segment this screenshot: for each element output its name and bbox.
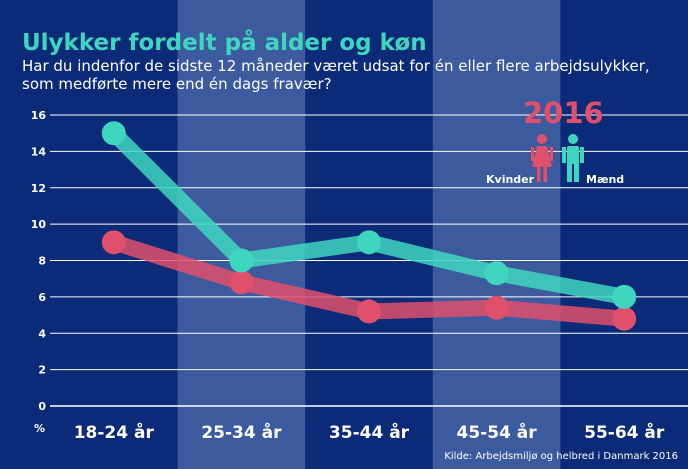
chart-subtitle: Har du indenfor de sidste 12 måneder vær… [22, 57, 650, 93]
y-tick-label: 16 [31, 109, 47, 122]
y-tick-label: 2 [38, 364, 46, 377]
source-note: Kilde: Arbejdsmiljø og helbred i Danmark… [444, 451, 678, 462]
y-axis-ticks: 0 2 4 6 8 10 12 14 16% [31, 109, 47, 435]
data-point [229, 248, 254, 273]
x-tick-label: 45-54 år [457, 421, 538, 443]
y-tick-label: 14 [31, 145, 47, 158]
series-lines [101, 121, 637, 331]
legend-icons [531, 134, 584, 182]
x-tick-label: 25-34 år [201, 421, 282, 443]
x-axis-ticks: 18-24 år 25-34 år 35-44 år 45-54 år 55-64 år [74, 421, 665, 443]
y-tick-label: 8 [38, 255, 46, 268]
data-point [101, 230, 126, 255]
chart-title: Ulykker fordelt på alder og køn [22, 30, 427, 56]
woman-icon [531, 134, 553, 182]
data-point [484, 261, 509, 286]
legend-label-women: Kvinder [486, 173, 535, 186]
data-point [612, 284, 637, 309]
column-bands [177, 0, 561, 469]
y-tick-label: 0 [38, 400, 46, 413]
column-band [432, 0, 561, 469]
x-tick-label: 55-64 år [584, 421, 665, 443]
data-point [229, 270, 254, 295]
y-axis-label: % [34, 422, 45, 435]
data-point [612, 306, 637, 331]
data-point [101, 121, 126, 146]
y-tick-label: 6 [38, 291, 46, 304]
y-tick-label: 4 [38, 327, 46, 340]
x-tick-label: 35-44 år [329, 421, 410, 443]
data-point [357, 230, 381, 255]
legend-label-men: Mænd [586, 173, 625, 186]
y-tick-label: 12 [31, 182, 46, 195]
column-band [177, 0, 306, 469]
legend-year: 2016 [523, 96, 604, 130]
data-point [357, 299, 381, 324]
x-tick-label: 18-24 år [74, 421, 155, 443]
y-tick-label: 10 [31, 218, 47, 231]
data-point [484, 295, 509, 320]
man-icon [562, 134, 584, 182]
